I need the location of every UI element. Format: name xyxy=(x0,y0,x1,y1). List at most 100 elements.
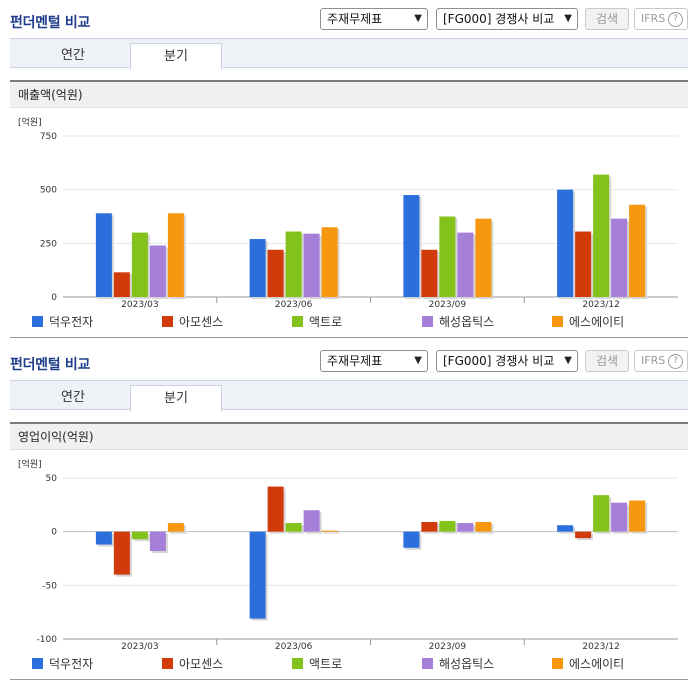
bar xyxy=(439,216,456,297)
unit-label: [억원] xyxy=(18,458,42,470)
x-tick-label: 2023/06 xyxy=(275,300,313,310)
question-circle-icon[interactable]: ? xyxy=(668,354,683,369)
legend-label: 해성옵틱스 xyxy=(439,315,494,329)
ifrs-label: IFRS xyxy=(641,354,666,367)
bar xyxy=(439,520,456,532)
bar xyxy=(475,218,492,297)
legend-swatch-icon xyxy=(422,658,433,669)
bar xyxy=(167,523,184,532)
bar xyxy=(575,231,592,297)
competitor-group-value: [FG000] 경쟁사 비교 xyxy=(443,354,555,368)
bar xyxy=(249,239,266,297)
operating-profit-chart: [억원] -100 -50 0 50 2023/03 2023/06 2023/09 2023/… xyxy=(18,458,678,671)
divider xyxy=(10,679,688,680)
bar xyxy=(421,249,438,297)
tab-annual[interactable]: 연간 xyxy=(61,390,85,405)
panel-title: 펀더멘털 비교 xyxy=(10,15,91,31)
y-tick-label: 0 xyxy=(51,528,57,538)
bar xyxy=(113,272,130,297)
bar xyxy=(149,245,166,297)
y-tick-label: 500 xyxy=(40,186,57,196)
bar xyxy=(113,531,130,575)
ifrs-button[interactable]: IFRS ? xyxy=(634,8,688,30)
competitor-group-select[interactable]: [FG000] 경쟁사 비교 ▼ xyxy=(436,8,578,30)
bar xyxy=(167,213,184,297)
x-tick-label: 2023/09 xyxy=(429,300,467,310)
bar xyxy=(285,231,302,297)
tab-quarterly[interactable]: 분기 xyxy=(130,385,222,412)
legend-swatch-icon xyxy=(32,316,43,327)
competitor-group-value: [FG000] 경쟁사 비교 xyxy=(443,12,555,26)
ifrs-button[interactable]: IFRS ? xyxy=(634,350,688,372)
y-tick-label: -50 xyxy=(42,581,57,591)
search-button[interactable]: 검색 xyxy=(585,8,629,30)
legend-swatch-icon xyxy=(552,658,563,669)
bar xyxy=(475,522,492,532)
bar xyxy=(629,500,646,532)
bar xyxy=(403,531,420,548)
chevron-down-icon: ▼ xyxy=(564,13,572,24)
panel-operating-profit: 펀더멘털 비교 주재무제표 ▼ [FG000] 경쟁사 비교 ▼ 검색 IFRS… xyxy=(0,342,696,684)
legend-swatch-icon xyxy=(292,658,303,669)
legend-label: 에스에이티 xyxy=(569,657,624,671)
legend-label: 에스에이티 xyxy=(569,315,624,329)
bar xyxy=(285,523,302,532)
bar xyxy=(629,204,646,297)
y-tick-label: 250 xyxy=(40,239,57,249)
chart-header: 매출액(억원) xyxy=(10,80,688,108)
bar xyxy=(95,531,112,545)
panel-title: 펀더멘털 비교 xyxy=(10,357,91,373)
search-button[interactable]: 검색 xyxy=(585,350,629,372)
bar xyxy=(593,495,610,532)
period-tabs: 연간 분기 xyxy=(10,380,688,412)
bar xyxy=(611,502,628,532)
tab-quarterly[interactable]: 분기 xyxy=(130,43,222,70)
statement-type-value: 주재무제표 xyxy=(327,354,383,368)
x-tick-label: 2023/12 xyxy=(582,642,619,652)
bar xyxy=(457,523,474,532)
legend-swatch-icon xyxy=(32,658,43,669)
bar xyxy=(575,531,592,539)
chart-header: 영업이익(억원) xyxy=(10,422,688,450)
bar xyxy=(321,530,338,532)
bar xyxy=(403,195,420,297)
bar xyxy=(321,227,338,297)
bar xyxy=(249,531,266,619)
panel-revenue: 펀더멘털 비교 주재무제표 ▼ [FG000] 경쟁사 비교 ▼ 검색 IFRS… xyxy=(10,8,688,338)
statement-type-select[interactable]: 주재무제표 ▼ xyxy=(320,8,428,30)
bar xyxy=(267,486,284,532)
period-tabs: 연간 분기 xyxy=(10,38,688,70)
bar xyxy=(303,510,320,532)
bar xyxy=(95,213,112,297)
question-circle-icon[interactable]: ? xyxy=(668,12,683,27)
chevron-down-icon: ▼ xyxy=(414,13,422,24)
legend-label: 액트로 xyxy=(309,657,342,671)
bar xyxy=(593,174,610,297)
legend-label: 해성옵틱스 xyxy=(439,657,494,671)
bar xyxy=(303,233,320,297)
bar xyxy=(557,525,574,532)
bar xyxy=(267,249,284,297)
statement-type-select[interactable]: 주재무제표 ▼ xyxy=(320,350,428,372)
chevron-down-icon: ▼ xyxy=(564,355,572,366)
legend-label: 아모센스 xyxy=(179,315,223,329)
legend-label: 덕우전자 xyxy=(49,657,93,671)
chevron-down-icon: ▼ xyxy=(414,355,422,366)
bar xyxy=(131,531,148,540)
bar xyxy=(457,232,474,297)
y-tick-label: 750 xyxy=(40,132,57,142)
y-tick-label: 50 xyxy=(46,474,58,484)
legend-label: 액트로 xyxy=(309,315,342,329)
x-tick-label: 2023/03 xyxy=(121,300,158,310)
bar xyxy=(421,522,438,532)
tab-annual[interactable]: 연간 xyxy=(61,48,85,63)
legend-swatch-icon xyxy=(292,316,303,327)
statement-type-value: 주재무제표 xyxy=(327,12,383,26)
legend-swatch-icon xyxy=(422,316,433,327)
legend-label: 아모센스 xyxy=(179,657,223,671)
competitor-group-select[interactable]: [FG000] 경쟁사 비교 ▼ xyxy=(436,350,578,372)
legend-swatch-icon xyxy=(162,316,173,327)
bar xyxy=(131,232,148,297)
divider xyxy=(10,337,688,338)
legend-swatch-icon xyxy=(162,658,173,669)
